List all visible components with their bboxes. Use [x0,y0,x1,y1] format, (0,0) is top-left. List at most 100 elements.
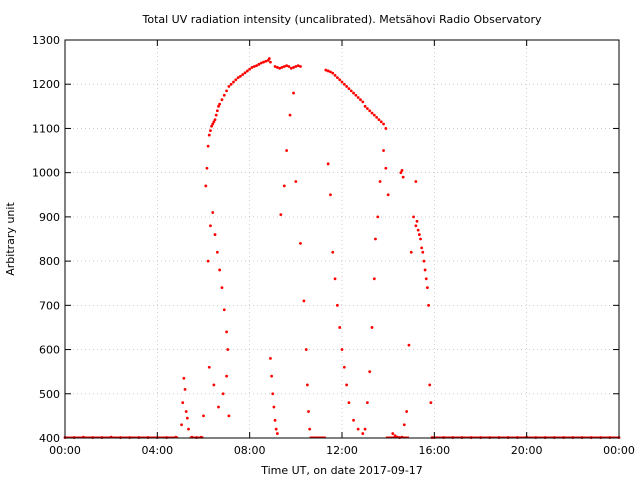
x-tick-label: 04:00 [141,444,173,457]
data-point [269,357,272,360]
data-point [207,365,211,369]
data-point [335,303,339,307]
data-point [307,410,310,413]
data-point [384,127,388,130]
data-point [333,277,337,281]
data-point [331,250,335,254]
data-point [349,89,353,93]
data-point [345,383,349,387]
data-point [285,64,288,68]
x-tick-label: 20:00 [511,444,543,457]
data-point [402,423,406,427]
data-point [401,175,405,179]
y-tick-label: 1300 [32,34,60,47]
data-point [280,66,284,69]
data-point [422,259,426,263]
data-point [239,74,242,78]
data-point [248,67,252,71]
data-point [220,98,224,102]
data-point [205,166,209,170]
data-point [391,432,395,435]
data-point [213,233,217,236]
data-point [267,57,271,60]
data-point [236,76,240,79]
data-point [363,427,367,431]
data-point [340,80,344,84]
data-point [326,162,330,166]
data-point [257,62,261,66]
data-point [262,60,265,64]
data-point [379,120,383,124]
data-point [209,129,212,133]
data-point [232,80,235,84]
data-point [384,166,388,170]
data-point [213,118,217,121]
data-point [222,93,226,97]
data-point [393,434,397,438]
data-point [227,85,231,88]
data-point [269,60,272,64]
data-point [207,133,211,137]
data-point [382,122,385,126]
data-point [271,392,275,396]
data-point [415,219,419,223]
data-point [338,326,342,329]
data-point [206,259,210,263]
data-point [365,107,369,110]
data-point [324,68,328,72]
data-point [278,66,282,70]
data-point [375,115,379,119]
data-point [292,66,295,69]
data-point [259,61,263,65]
data-point [347,401,351,405]
y-axis-label: Arbitrary unit [4,202,17,276]
data-point [206,144,210,148]
y-tick-label: 600 [39,344,60,357]
data-point [210,124,213,128]
data-point [275,66,279,69]
data-point [252,65,256,68]
data-point [426,286,429,290]
data-point [417,233,421,236]
data-point [427,303,430,307]
data-point [218,268,222,272]
data-point [416,228,420,232]
data-point [273,65,277,68]
data-point [347,87,351,91]
data-point [214,113,218,117]
data-point [340,348,344,351]
data-point [372,113,376,117]
data-point [354,93,358,97]
axis-ticks: 400 500 600 700 800 900 1000 1100 1200 1300 00:00 0… [32,34,635,457]
data-point [359,98,362,102]
data-point [405,410,409,413]
data-point [326,69,330,73]
data-point [296,64,300,68]
data-point [181,401,185,405]
data-point [386,193,390,197]
data-point [374,237,377,241]
data-point [356,96,360,99]
data-point [363,104,367,108]
data-point [182,376,186,380]
data-point [212,383,216,387]
data-point [215,250,219,254]
data-point [221,392,225,396]
data-point [264,59,268,63]
data-point [241,73,245,76]
data-point [204,184,208,188]
data-point [209,224,212,228]
data-point [345,85,349,88]
data-point [212,120,216,124]
data-point [400,169,404,172]
y-tick-label: 1200 [32,78,60,91]
data-point [282,184,286,188]
data-point [227,414,231,418]
data-point [218,102,222,106]
data-point [429,401,433,405]
y-tick-label: 800 [39,255,60,268]
y-tick-label: 900 [39,211,60,224]
data-point [282,65,286,68]
x-tick-label: 00:00 [603,444,635,457]
